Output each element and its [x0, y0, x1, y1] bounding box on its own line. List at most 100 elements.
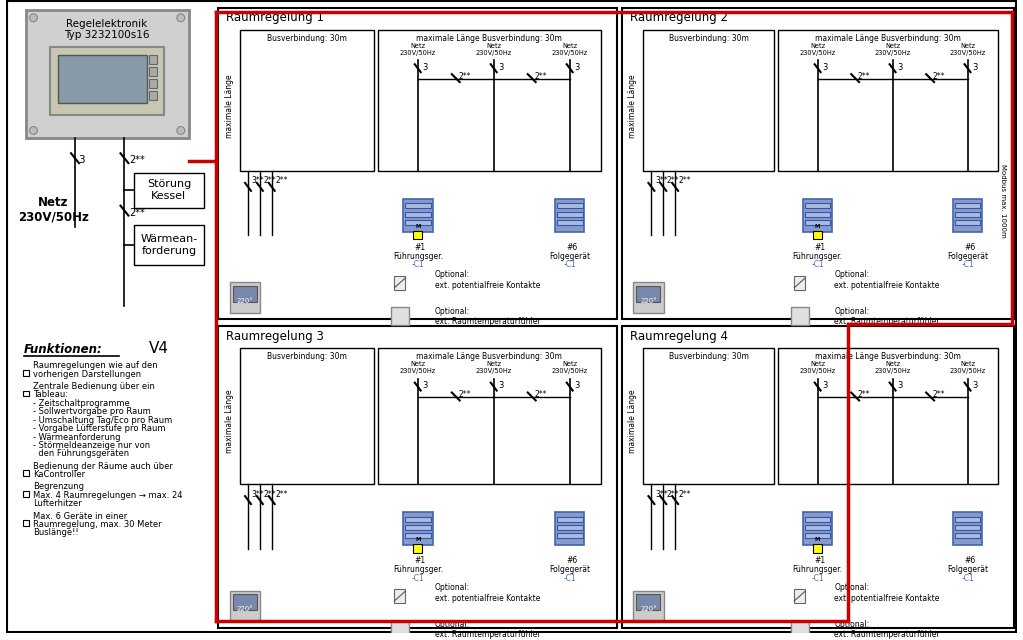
Text: Netz
230V/50Hz: Netz 230V/50Hz	[400, 43, 436, 56]
Text: #6: #6	[964, 243, 975, 252]
Text: Folgegerät: Folgegerät	[549, 564, 590, 574]
Bar	[23, 520, 29, 526]
Text: Optional:
ext. potentialfreie Kontakte: Optional: ext. potentialfreie Kontakte	[835, 270, 940, 289]
Text: Führungsger.: Führungsger.	[393, 252, 443, 260]
Bar	[134, 225, 204, 265]
Bar	[233, 594, 257, 611]
Bar	[23, 390, 29, 396]
Bar	[58, 56, 147, 103]
Text: #6: #6	[964, 556, 975, 565]
Bar	[149, 56, 158, 64]
Bar	[803, 512, 833, 545]
Bar	[803, 199, 833, 232]
Text: Funktionen:: Funktionen:	[24, 342, 102, 355]
Circle shape	[30, 14, 38, 22]
Text: Raumregelung 3: Raumregelung 3	[226, 330, 324, 342]
Text: 220°: 220°	[640, 606, 657, 612]
Text: 220°: 220°	[236, 298, 254, 304]
Text: Folgegerät: Folgegerät	[947, 252, 988, 260]
Text: Führungsger.: Führungsger.	[793, 252, 843, 260]
Text: Busverbindung: 30m: Busverbindung: 30m	[669, 34, 749, 43]
Bar	[633, 282, 664, 313]
Bar	[50, 47, 164, 115]
Text: Tableau:: Tableau:	[34, 390, 69, 399]
Bar	[395, 276, 405, 290]
Text: 3: 3	[421, 63, 428, 72]
Bar	[149, 79, 158, 88]
Bar	[557, 220, 582, 225]
Bar	[23, 470, 29, 476]
Text: maximale Länge Busverbindung: 30m: maximale Länge Busverbindung: 30m	[815, 353, 962, 362]
Bar	[557, 516, 582, 522]
Text: 2**: 2**	[458, 390, 471, 399]
Bar	[230, 282, 260, 313]
Text: maximale Länge: maximale Länge	[628, 74, 637, 138]
Text: 3: 3	[574, 63, 579, 72]
Bar	[391, 307, 409, 325]
Text: Max. 4 Raumregelungen → max. 24: Max. 4 Raumregelungen → max. 24	[34, 491, 183, 500]
Text: 2**: 2**	[129, 207, 145, 218]
Text: KaController: KaController	[34, 470, 86, 479]
Text: 2**: 2**	[679, 177, 692, 186]
Text: Folgegerät: Folgegerät	[947, 564, 988, 574]
Text: -C1: -C1	[564, 260, 576, 269]
Bar	[805, 204, 831, 209]
Bar	[643, 348, 774, 484]
Text: 3: 3	[79, 155, 85, 165]
Text: Optional:
ext. Raumtemperaturfühler: Optional: ext. Raumtemperaturfühler	[435, 620, 540, 639]
Bar	[805, 220, 831, 225]
Text: 3: 3	[498, 63, 503, 72]
Bar	[391, 621, 409, 639]
Text: Netz
230V/50Hz: Netz 230V/50Hz	[551, 362, 588, 374]
Text: Raumregelung 4: Raumregelung 4	[629, 330, 727, 342]
Text: Modbus max. 1000m: Modbus max. 1000m	[1000, 164, 1007, 238]
Bar	[233, 285, 257, 302]
Text: #1: #1	[814, 243, 826, 252]
Text: Führungsger.: Führungsger.	[393, 564, 443, 574]
Bar	[405, 525, 431, 530]
Bar	[405, 212, 431, 217]
Text: Netz
230V/50Hz: Netz 230V/50Hz	[800, 43, 836, 56]
Text: #6: #6	[566, 243, 577, 252]
Bar	[554, 512, 584, 545]
Text: 3: 3	[972, 63, 977, 72]
Circle shape	[30, 127, 38, 134]
Text: 2**: 2**	[264, 177, 276, 186]
Text: - Sollwertvorgabe pro Raum: - Sollwertvorgabe pro Raum	[34, 407, 151, 416]
Text: Netz
230V/50Hz: Netz 230V/50Hz	[400, 362, 436, 374]
Text: 3: 3	[498, 381, 503, 390]
Bar	[954, 204, 980, 209]
Text: Lufterhitzer: Lufterhitzer	[34, 499, 82, 508]
Bar	[954, 212, 980, 217]
Text: 3: 3	[821, 381, 828, 390]
Text: 2**: 2**	[933, 72, 945, 81]
Bar	[240, 29, 373, 171]
Bar	[954, 525, 980, 530]
Bar	[23, 370, 29, 376]
Text: maximale Länge Busverbindung: 30m: maximale Länge Busverbindung: 30m	[416, 353, 563, 362]
Text: Optional:
ext. potentialfreie Kontakte: Optional: ext. potentialfreie Kontakte	[435, 270, 540, 289]
Bar	[230, 591, 260, 621]
Bar	[405, 220, 431, 225]
Text: -C1: -C1	[811, 573, 824, 582]
Text: - Vorgabe Lüfterstufe pro Raum: - Vorgabe Lüfterstufe pro Raum	[34, 424, 166, 433]
Text: #1: #1	[414, 556, 426, 565]
Bar	[636, 285, 661, 302]
Text: -C1: -C1	[411, 573, 425, 582]
Bar	[218, 8, 617, 319]
Text: -C1: -C1	[564, 573, 576, 582]
Bar	[622, 8, 1014, 319]
Text: Netz
230V/50Hz: Netz 230V/50Hz	[17, 196, 89, 223]
Text: 3: 3	[897, 63, 902, 72]
Text: 2**: 2**	[857, 72, 871, 81]
Text: Optional:
ext. Raumtemperaturfühler: Optional: ext. Raumtemperaturfühler	[835, 620, 940, 639]
Text: maximale Länge: maximale Länge	[628, 390, 637, 453]
Text: 2**: 2**	[264, 490, 276, 499]
Bar	[805, 525, 831, 530]
Text: 3: 3	[972, 381, 977, 390]
Text: Begrenzung: Begrenzung	[34, 483, 85, 492]
Text: - Umschaltung Tag/Eco pro Raum: - Umschaltung Tag/Eco pro Raum	[34, 416, 173, 425]
Text: 2**: 2**	[534, 72, 547, 81]
Text: Raumregelungen wie auf den: Raumregelungen wie auf den	[34, 362, 159, 371]
Bar	[813, 544, 822, 552]
